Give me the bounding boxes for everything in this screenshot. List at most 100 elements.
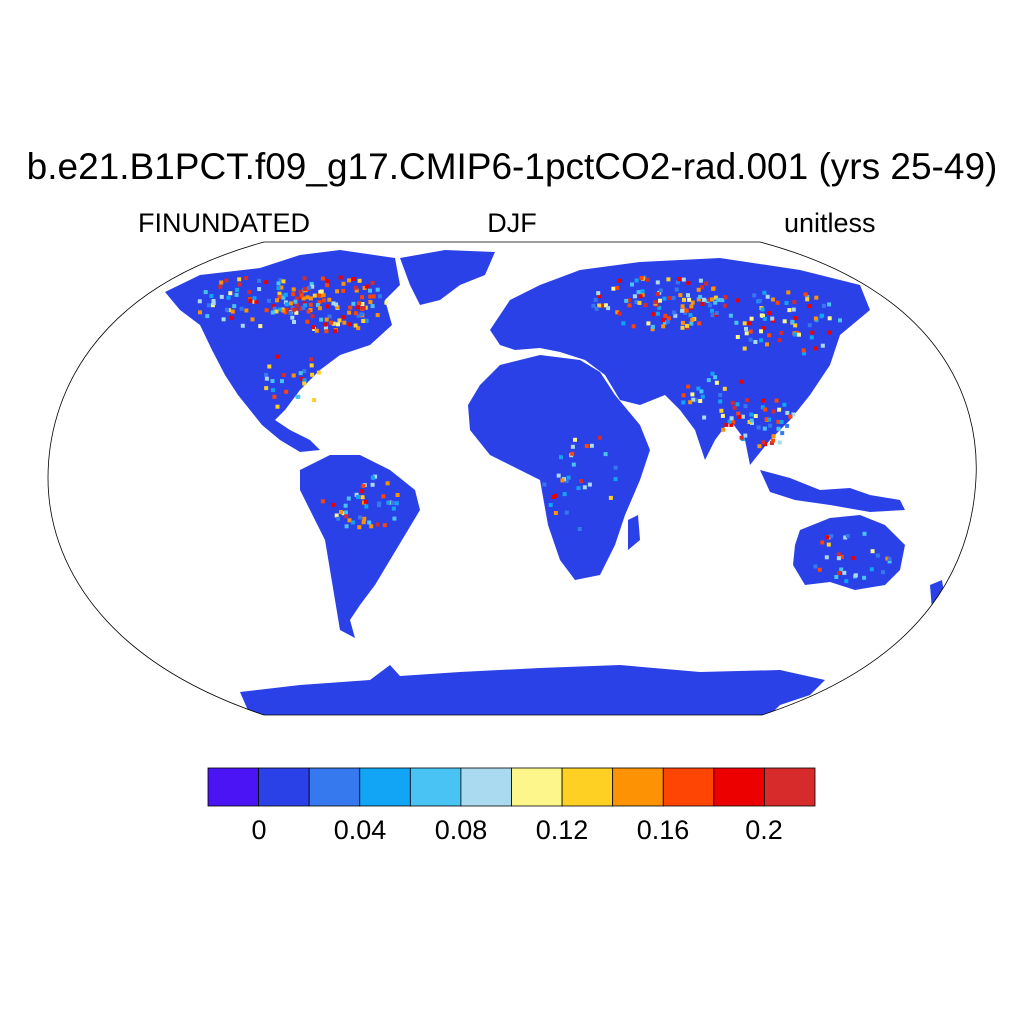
plot-title: b.e21.B1PCT.f09_g17.CMIP6-1pctCO2-rad.00… bbox=[26, 146, 998, 187]
inundation-cell bbox=[764, 417, 769, 422]
inundation-cell bbox=[290, 315, 295, 320]
inundation-cell bbox=[639, 276, 644, 280]
inundation-cell bbox=[718, 393, 723, 397]
inundation-cell bbox=[334, 513, 339, 518]
inundation-cell bbox=[767, 311, 772, 316]
inundation-cell bbox=[885, 556, 890, 561]
inundation-cell bbox=[827, 302, 832, 307]
inundation-cell bbox=[277, 291, 282, 296]
inundation-cell bbox=[689, 304, 694, 309]
inundation-cell bbox=[839, 554, 844, 559]
inundation-cell bbox=[218, 284, 223, 289]
inundation-cell bbox=[862, 531, 867, 536]
inundation-cell bbox=[736, 411, 741, 416]
inundation-cell bbox=[768, 423, 773, 428]
inundation-cell bbox=[336, 322, 340, 327]
inundation-cell bbox=[634, 278, 639, 283]
inundation-cell bbox=[294, 310, 299, 315]
inundation-cell bbox=[813, 316, 818, 321]
inundation-cell bbox=[232, 304, 237, 309]
inundation-cell bbox=[611, 286, 616, 291]
inundation-cell bbox=[740, 414, 745, 419]
inundation-cell bbox=[308, 302, 313, 307]
inundation-cell bbox=[267, 364, 272, 369]
inundation-cell bbox=[395, 493, 400, 497]
inundation-cell bbox=[661, 318, 666, 323]
inundation-cell bbox=[829, 534, 834, 539]
inundation-cell bbox=[390, 501, 395, 505]
inundation-cell bbox=[698, 294, 703, 299]
inundation-cell bbox=[862, 575, 867, 580]
inundation-cell bbox=[869, 567, 874, 572]
inundation-cell bbox=[735, 335, 740, 339]
inundation-cell bbox=[735, 298, 740, 303]
inundation-cell bbox=[700, 394, 705, 399]
inundation-cell bbox=[615, 310, 620, 315]
inundation-cell bbox=[651, 312, 655, 317]
inundation-cell bbox=[381, 494, 386, 499]
inundation-cell bbox=[310, 314, 315, 319]
inundation-cell bbox=[291, 373, 296, 378]
inundation-cell bbox=[769, 441, 774, 445]
inundation-cell bbox=[675, 280, 680, 285]
inundation-cell bbox=[309, 357, 313, 362]
inundation-cell bbox=[271, 304, 276, 309]
inundation-cell bbox=[680, 325, 685, 330]
inundation-cell bbox=[344, 524, 349, 529]
inundation-cell bbox=[593, 297, 598, 302]
inundation-cell bbox=[339, 510, 343, 514]
north-america-landmass bbox=[165, 250, 400, 452]
inundation-cell bbox=[836, 556, 841, 561]
inundation-cell bbox=[786, 290, 791, 295]
inundation-cell bbox=[301, 296, 306, 301]
inundation-cell bbox=[548, 503, 553, 507]
inundation-cell bbox=[640, 289, 645, 294]
inundation-cell bbox=[776, 419, 781, 424]
inundation-cell bbox=[357, 278, 362, 283]
inundation-cell bbox=[788, 414, 793, 419]
inundation-cell bbox=[762, 290, 767, 295]
inundation-cell bbox=[838, 318, 842, 323]
inundation-cell bbox=[375, 287, 380, 292]
inundation-cell bbox=[689, 321, 694, 326]
colorbar-label: 0 bbox=[251, 815, 267, 845]
inundation-cell bbox=[264, 372, 268, 377]
inundation-cell bbox=[650, 327, 655, 332]
inundation-cell bbox=[643, 303, 648, 308]
inundation-cell bbox=[723, 295, 728, 300]
inundation-cell bbox=[341, 288, 346, 293]
inundation-cell bbox=[230, 309, 235, 314]
inundation-cell bbox=[317, 300, 322, 305]
inundation-cell bbox=[747, 321, 752, 326]
colorbar-label: 0.08 bbox=[434, 815, 488, 845]
inundation-cell bbox=[601, 303, 606, 308]
inundation-cell bbox=[327, 314, 332, 319]
inundation-cell bbox=[759, 338, 764, 343]
inundation-cell bbox=[356, 495, 361, 499]
inundation-cell bbox=[719, 408, 724, 413]
inundation-cell bbox=[210, 303, 215, 308]
inundation-cell bbox=[274, 309, 279, 314]
inundation-cell bbox=[693, 398, 698, 403]
inundation-cell bbox=[700, 302, 705, 306]
inundation-cell bbox=[791, 307, 796, 312]
inundation-cell bbox=[724, 422, 729, 427]
inundation-cell bbox=[384, 300, 389, 305]
inundation-cell bbox=[761, 313, 765, 318]
inundation-cell bbox=[615, 285, 620, 290]
inundation-cell bbox=[310, 372, 315, 377]
inundation-cell bbox=[631, 324, 636, 329]
inundation-cell bbox=[887, 559, 892, 564]
inundation-cell bbox=[684, 308, 689, 313]
inundation-cell bbox=[278, 278, 283, 283]
inundation-cell bbox=[686, 293, 690, 298]
inundation-cell bbox=[749, 418, 754, 423]
inundation-cell bbox=[386, 500, 391, 505]
inundation-cell bbox=[306, 285, 311, 290]
inundation-cell bbox=[341, 315, 346, 320]
inundation-cell bbox=[702, 415, 707, 420]
inundation-cell bbox=[336, 516, 341, 521]
inundation-cell bbox=[293, 299, 298, 304]
inundation-cell bbox=[690, 300, 695, 305]
inundation-cell bbox=[299, 293, 304, 298]
